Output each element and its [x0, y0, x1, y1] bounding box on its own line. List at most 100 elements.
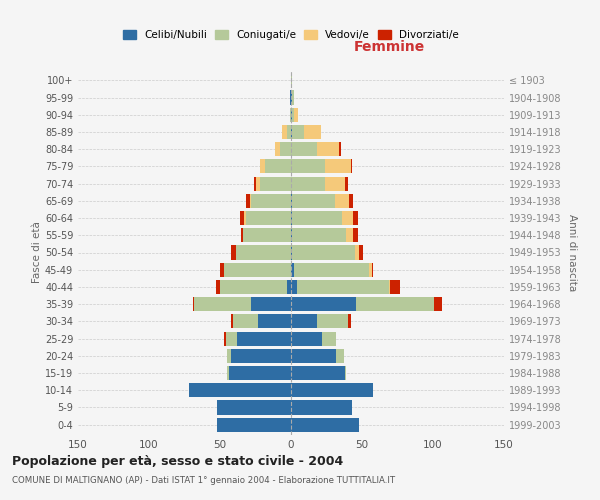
Bar	[356, 297, 434, 311]
Bar	[220, 262, 224, 277]
Bar	[232, 348, 291, 363]
Bar	[291, 280, 296, 294]
Bar	[291, 332, 322, 345]
Bar	[287, 125, 291, 139]
Bar	[391, 280, 400, 294]
Bar	[291, 142, 317, 156]
Bar	[291, 418, 359, 432]
Legend: Celibi/Nubili, Coniugati/e, Vedovi/e, Divorziati/e: Celibi/Nubili, Coniugati/e, Vedovi/e, Di…	[119, 26, 463, 44]
Bar	[194, 297, 251, 311]
Bar	[236, 246, 291, 260]
Bar	[291, 160, 325, 173]
Bar	[226, 332, 237, 345]
Bar	[245, 194, 250, 208]
Bar	[291, 228, 292, 242]
Bar	[292, 90, 294, 104]
Bar	[353, 211, 358, 225]
Text: COMUNE DI MALTIGNANO (AP) - Dati ISTAT 1° gennaio 2004 - Elaborazione TUTTITALIA: COMUNE DI MALTIGNANO (AP) - Dati ISTAT 1…	[12, 476, 395, 485]
Bar	[224, 262, 291, 277]
Bar	[290, 90, 291, 104]
Bar	[254, 176, 256, 190]
Bar	[256, 176, 260, 190]
Bar	[291, 90, 292, 104]
Bar	[292, 211, 342, 225]
Bar	[369, 262, 372, 277]
Bar	[335, 194, 349, 208]
Bar	[291, 348, 337, 363]
Bar	[250, 194, 251, 208]
Bar	[372, 262, 373, 277]
Bar	[348, 314, 350, 328]
Bar	[342, 211, 353, 225]
Y-axis label: Fasce di età: Fasce di età	[32, 222, 42, 284]
Bar	[251, 194, 291, 208]
Bar	[216, 280, 220, 294]
Bar	[189, 383, 291, 398]
Bar	[240, 211, 244, 225]
Bar	[325, 176, 345, 190]
Bar	[280, 142, 291, 156]
Bar	[304, 125, 321, 139]
Bar	[291, 194, 292, 208]
Bar	[296, 280, 389, 294]
Bar	[292, 194, 335, 208]
Bar	[233, 314, 259, 328]
Bar	[294, 262, 369, 277]
Bar	[434, 297, 442, 311]
Bar	[291, 74, 292, 88]
Bar	[349, 194, 353, 208]
Bar	[292, 125, 304, 139]
Bar	[291, 400, 352, 414]
Text: Popolazione per età, sesso e stato civile - 2004: Popolazione per età, sesso e stato civil…	[12, 455, 343, 468]
Bar	[317, 142, 339, 156]
Bar	[291, 366, 345, 380]
Bar	[241, 228, 243, 242]
Bar	[337, 348, 344, 363]
Bar	[290, 108, 291, 122]
Bar	[283, 125, 287, 139]
Text: Femmine: Femmine	[353, 40, 425, 54]
Bar	[291, 108, 292, 122]
Bar	[287, 280, 291, 294]
Bar	[322, 332, 337, 345]
Bar	[232, 314, 233, 328]
Bar	[244, 211, 245, 225]
Bar	[224, 332, 226, 345]
Bar	[227, 348, 232, 363]
Bar	[275, 142, 280, 156]
Bar	[259, 314, 291, 328]
Bar	[237, 332, 291, 345]
Bar	[265, 160, 291, 173]
Bar	[220, 280, 287, 294]
Bar	[345, 366, 346, 380]
Bar	[291, 262, 294, 277]
Bar	[229, 366, 291, 380]
Bar	[291, 176, 325, 190]
Bar	[232, 246, 236, 260]
Bar	[353, 228, 358, 242]
Bar	[339, 142, 341, 156]
Bar	[243, 228, 291, 242]
Bar	[292, 246, 355, 260]
Bar	[291, 246, 292, 260]
Y-axis label: Anni di nascita: Anni di nascita	[567, 214, 577, 291]
Bar	[355, 246, 359, 260]
Bar	[350, 160, 352, 173]
Bar	[359, 246, 364, 260]
Bar	[389, 280, 391, 294]
Bar	[291, 314, 317, 328]
Bar	[345, 176, 348, 190]
Bar	[193, 297, 194, 311]
Bar	[291, 211, 292, 225]
Bar	[251, 297, 291, 311]
Bar	[325, 160, 350, 173]
Bar	[317, 314, 348, 328]
Bar	[346, 228, 353, 242]
Bar	[217, 418, 291, 432]
Bar	[291, 297, 356, 311]
Bar	[227, 366, 229, 380]
Bar	[245, 211, 291, 225]
Bar	[260, 176, 291, 190]
Bar	[291, 383, 373, 398]
Bar	[291, 125, 292, 139]
